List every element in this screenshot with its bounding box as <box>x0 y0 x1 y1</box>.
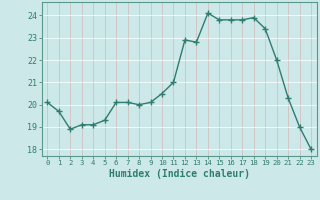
X-axis label: Humidex (Indice chaleur): Humidex (Indice chaleur) <box>109 169 250 179</box>
